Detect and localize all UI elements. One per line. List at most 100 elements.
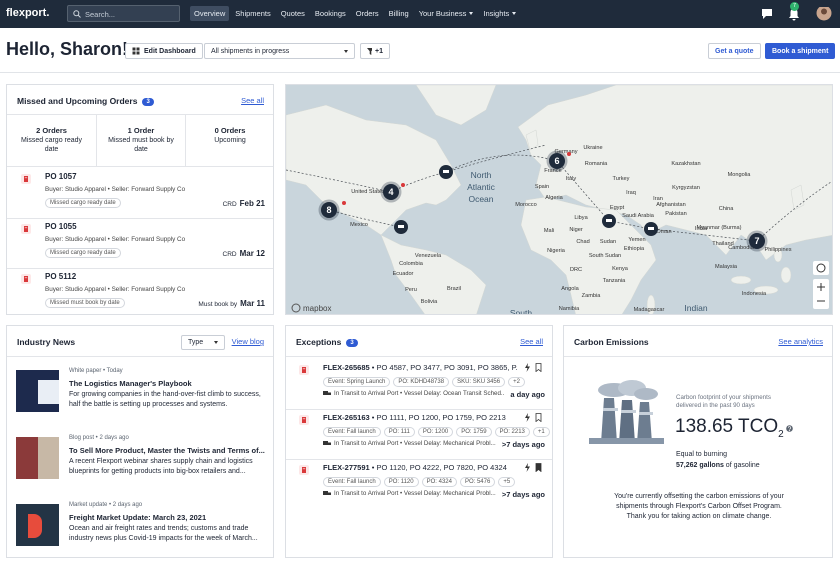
doc-icon [21, 274, 31, 284]
map-label: Ethiopia [624, 246, 645, 252]
edit-icon [132, 47, 140, 55]
shipment-filter[interactable]: All shipments in progress [204, 43, 355, 59]
news-meta: Market update • 2 days ago [69, 502, 143, 508]
date-label: CRD [222, 201, 237, 208]
news-item[interactable]: White paper • Today The Logistics Manager… [7, 368, 273, 428]
map-label: Libya [574, 215, 588, 221]
map[interactable]: North Atlantic Ocean United States Mexico Ven… [286, 85, 833, 315]
chat-icon[interactable] [762, 9, 772, 19]
type-select[interactable]: Type [181, 335, 225, 350]
get-quote-button[interactable]: Get a quote [708, 43, 761, 59]
order-row[interactable]: PO 1055 Buyer: Studio Apparel • Seller: F… [7, 219, 273, 269]
summary-col: 0 Orders Upcoming [185, 115, 273, 166]
panel-title: Missed and Upcoming Orders 3 [17, 96, 154, 106]
bell-icon[interactable] [789, 8, 799, 21]
date-label: Must book by [198, 301, 238, 308]
search-placeholder: Search... [85, 10, 116, 19]
exception-status: In Transit to Arrival Port • Vessel Dela… [334, 440, 496, 447]
exception-actions[interactable] [524, 413, 544, 422]
search-box[interactable]: Search... [67, 5, 180, 22]
nav-label: Orders [355, 9, 379, 18]
carbon-subscript: 2 [778, 428, 784, 440]
exceptions-see-all[interactable]: See all [520, 337, 543, 346]
cluster-count: 4 [388, 187, 393, 197]
nav-item[interactable]: Quotes [277, 6, 309, 21]
nav-item[interactable]: Bookings [311, 6, 350, 21]
map-label: Sudan [600, 239, 616, 245]
book-shipment-button[interactable]: Book a shipment [765, 43, 836, 59]
greeting: Hello, Sharon! [6, 39, 129, 59]
header-divider [0, 72, 840, 73]
exception-row[interactable]: FLEX-277591 • PO 1120, PO 4222, PO 7820,… [286, 462, 552, 510]
exception-heading: FLEX-265685 • PO 4587, PO 3477, PO 3091,… [323, 363, 518, 372]
nav-item[interactable]: Shipments [231, 6, 274, 21]
truck-body [323, 491, 328, 495]
exception-status: In Transit to Arrival Port • Vessel Dela… [334, 390, 504, 397]
summary-label: Missed cargo ready date [20, 137, 83, 153]
nav-item[interactable]: Orders [352, 6, 383, 21]
map-label: Thailand [712, 241, 733, 247]
order-row[interactable]: PO 5112 Buyer: Studio Apparel • Seller: F… [7, 269, 273, 314]
map-label: France [544, 168, 561, 174]
nav-label: Overview [194, 9, 226, 18]
logo[interactable]: flexport. [6, 7, 50, 19]
exception-row[interactable]: FLEX-265163 • PO 1111, PO 1200, PO 1759,… [286, 412, 552, 460]
carbon-title: Carbon Emissions [574, 337, 649, 347]
map-label: Yemen [628, 237, 645, 243]
summary-label: Missed must book by date [108, 137, 174, 153]
view-blog[interactable]: View blog [231, 337, 264, 346]
exception-tag: PO: 5476 [459, 477, 496, 487]
nav-item[interactable]: Your Business [415, 6, 478, 21]
orders-see-all[interactable]: See all [241, 96, 264, 105]
exception-pos: • PO 4587, PO 3477, PO 3091, PO 3865, P.… [369, 363, 518, 372]
exception-tag: PO: KDHD48738 [393, 377, 450, 387]
carbon-caption: Carbon footprint of your shipments deliv… [676, 394, 771, 409]
nav-label: Billing [388, 9, 409, 18]
exception-actions[interactable] [524, 363, 544, 372]
truck-body [323, 441, 328, 445]
filter-button[interactable]: +1 [360, 43, 390, 59]
news-item[interactable]: Market update • 2 days ago Freight Market… [7, 502, 273, 557]
map-label: Peru [405, 287, 417, 293]
cluster [321, 202, 337, 218]
news-item[interactable]: Blog post • 2 days ago To Sell More Produ… [7, 435, 273, 495]
order-row[interactable]: PO 1057 Buyer: Studio Apparel • Seller: F… [7, 169, 273, 219]
exception-actions[interactable] [524, 463, 544, 472]
shipment-icons [342, 152, 658, 236]
map-label: Mali [544, 228, 554, 234]
exceptions-count: 3 [346, 339, 358, 347]
type-label: Type [188, 339, 204, 346]
icon-line [24, 227, 28, 229]
news-panel: Industry News Type View blog White paper… [6, 325, 274, 558]
nav-item[interactable]: Billing [385, 6, 413, 21]
edit-dashboard-button[interactable]: Edit Dashboard [125, 43, 203, 59]
see-analytics[interactable]: See analytics [778, 337, 823, 346]
exception-tag: Event: Fall launch [323, 427, 381, 437]
info-icon[interactable] [785, 425, 793, 432]
mapbox-logo [291, 303, 301, 313]
nav-item[interactable]: Insights [479, 6, 520, 21]
exception-id: FLEX-265163 [323, 413, 370, 422]
map-label: Kazakhstan [671, 161, 700, 167]
news-title: Industry News [17, 337, 76, 347]
map-controls[interactable] [813, 261, 829, 309]
exception-pos: • PO 1111, PO 1200, PO 1759, PO 2213 [369, 413, 506, 422]
filter-count: +1 [375, 47, 383, 55]
cluster-count: 8 [326, 205, 331, 215]
map-label: United States [351, 189, 385, 195]
nav-item[interactable]: Overview [190, 6, 230, 21]
news-image [16, 504, 59, 546]
doc-icon [21, 174, 31, 184]
summary-count: 0 Orders [214, 126, 246, 135]
exception-tag: PO: 1120 [383, 477, 419, 487]
exception-status: In Transit to Arrival Port • Vessel Dela… [334, 490, 496, 497]
exception-row[interactable]: FLEX-265685 • PO 4587, PO 3477, PO 3091,… [286, 362, 552, 410]
lightning-icon [525, 363, 530, 372]
map-label: Saudi Arabia [622, 213, 655, 219]
map-label: Afghanistan [656, 202, 686, 208]
news-image [16, 370, 59, 412]
exception-tag: PO: 1200 [417, 427, 454, 437]
exception-age: >7 days ago [501, 490, 545, 499]
date-value: Mar 11 [240, 299, 265, 308]
exception-tag: SKU: SKU 3456 [452, 377, 506, 387]
